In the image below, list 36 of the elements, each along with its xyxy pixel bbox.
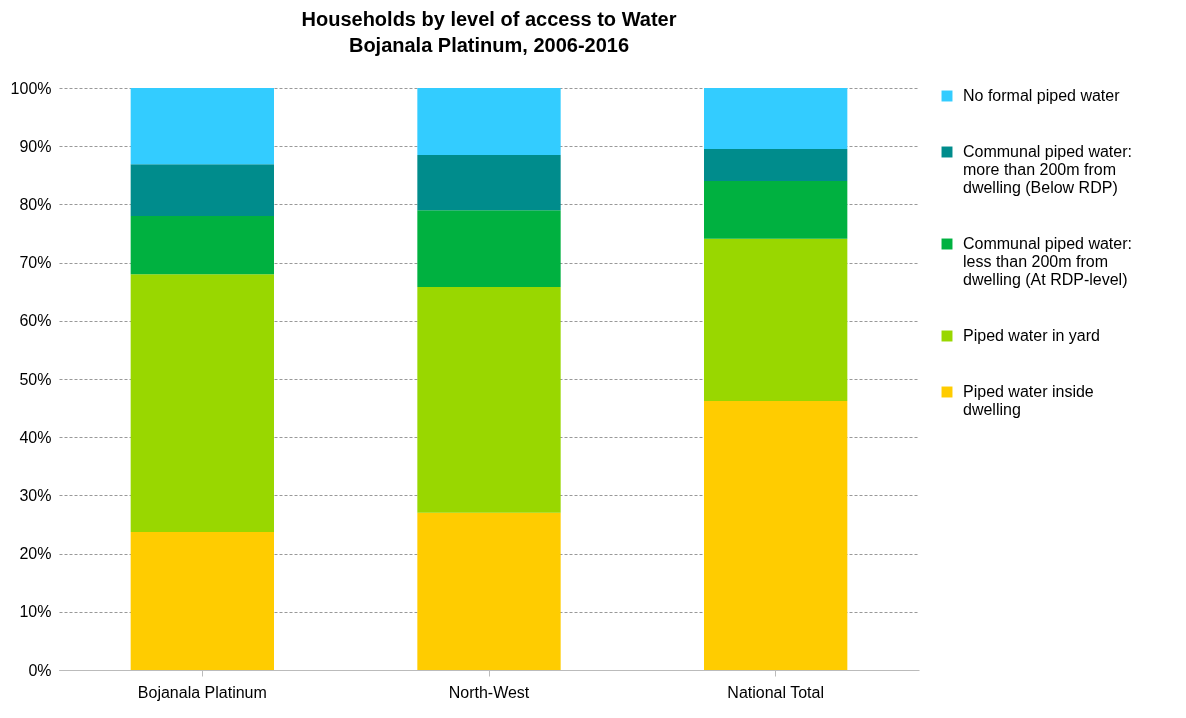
y-tick-label: 60%: [19, 312, 52, 330]
y-tick-label: 100%: [10, 79, 52, 97]
y-tick-label: 80%: [19, 195, 52, 213]
bar: [417, 154, 561, 211]
bar: [704, 88, 848, 150]
y-tick-label: 30%: [19, 486, 52, 504]
bar: [417, 88, 561, 155]
y-tick-label: 0%: [28, 661, 52, 679]
legend-label: Piped water in yard: [963, 327, 1100, 344]
y-tick-label: 70%: [19, 254, 52, 272]
y-tick-label: 50%: [19, 370, 52, 388]
bar: [704, 401, 848, 670]
bar: [130, 216, 274, 275]
bar: [417, 512, 561, 670]
bar: [417, 287, 561, 513]
chart-title: Households by level of access to Water: [301, 8, 677, 30]
y-tick-label: 40%: [19, 428, 52, 446]
bar: [130, 274, 274, 533]
legend-label: No formal piped water: [963, 87, 1121, 104]
x-tick-label: North-West: [448, 683, 530, 701]
bar: [704, 181, 848, 239]
bar: [130, 532, 274, 670]
y-tick-label: 90%: [19, 137, 52, 155]
y-tick-label: 20%: [19, 545, 52, 563]
x-tick-label: Bojanala Platinum: [137, 683, 267, 701]
x-tick-label: National Total: [727, 683, 824, 701]
y-tick-label: 10%: [19, 603, 52, 621]
bar: [704, 149, 848, 182]
legend-label: Communal piped water: less than 200m from dwelling (At RDP-level): [963, 235, 1132, 288]
chart-subtitle: Bojanala Platinum, 2006-2016: [348, 34, 630, 56]
bar: [130, 88, 274, 165]
legend-label: Communal piped water: more than 200m from dwelling (Below RDP): [963, 143, 1132, 196]
bar: [130, 164, 274, 217]
bar: [417, 210, 561, 288]
bar: [704, 238, 848, 402]
legend-label: Piped water inside dwelling: [963, 383, 1094, 418]
